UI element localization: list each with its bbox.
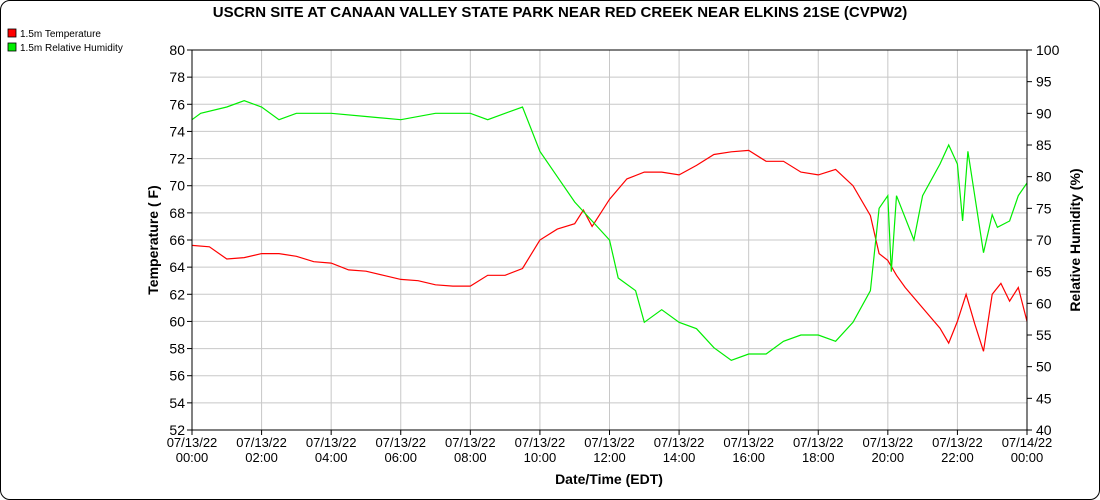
x-tick-date: 07/13/22 (723, 435, 774, 450)
x-tick-date: 07/13/22 (932, 435, 983, 450)
legend-swatch-temperature (7, 28, 17, 38)
y2-axis-label: Relative Humidity (%) (1067, 168, 1083, 311)
temperature-line (191, 149, 1028, 352)
y2-tick-label: 65 (1036, 264, 1052, 280)
x-tick-time: 00:00 (176, 450, 209, 465)
x-tick-time: 14:00 (663, 450, 696, 465)
y-tick-label: 66 (169, 232, 185, 248)
legend-label-humidity: 1.5m Relative Humidity (20, 43, 123, 54)
y-tick-label: 52 (169, 422, 185, 438)
y-tick-label: 70 (169, 178, 185, 194)
y-tick-label: 62 (169, 286, 185, 302)
x-tick-date: 07/13/22 (863, 435, 914, 450)
x-tick-date: 07/13/22 (167, 435, 218, 450)
chart-title: USCRN SITE AT CANAAN VALLEY STATE PARK N… (213, 4, 908, 21)
y-tick-label: 78 (169, 69, 185, 85)
y2-tick-label: 55 (1036, 327, 1052, 343)
x-tick-date: 07/13/22 (584, 435, 635, 450)
x-tick-time: 18:00 (802, 450, 835, 465)
y2-tick-label: 40 (1036, 422, 1052, 438)
y-tick-label: 56 (169, 368, 185, 384)
x-tick-time: 20:00 (872, 450, 905, 465)
humidity-line (191, 100, 1028, 361)
y2-tick-label: 45 (1036, 390, 1052, 406)
y2-tick-label: 50 (1036, 359, 1052, 375)
x-tick-time: 04:00 (315, 450, 348, 465)
y2-tick-label: 90 (1036, 105, 1052, 121)
y-tick-label: 72 (169, 151, 185, 167)
x-tick-time: 12:00 (593, 450, 626, 465)
x-axis-label: Date/Time (EDT) (555, 471, 663, 487)
x-tick-time: 10:00 (524, 450, 557, 465)
x-tick-time: 08:00 (454, 450, 487, 465)
y2-tick-label: 60 (1036, 295, 1052, 311)
x-tick-date: 07/13/22 (515, 435, 566, 450)
x-tick-date: 07/13/22 (793, 435, 844, 450)
y2-tick-label: 85 (1036, 137, 1052, 153)
x-tick-date: 07/14/22 (1002, 435, 1053, 450)
y2-tick-label: 75 (1036, 200, 1052, 216)
y-tick-label: 80 (169, 42, 185, 58)
y-tick-label: 58 (169, 341, 185, 357)
y-tick-label: 64 (169, 259, 185, 275)
x-tick-date: 07/13/22 (375, 435, 426, 450)
series-lines (191, 100, 1028, 361)
x-tick-date: 07/13/22 (306, 435, 357, 450)
y-tick-label: 54 (169, 395, 185, 411)
x-tick-time: 22:00 (941, 450, 974, 465)
y-tick-label: 68 (169, 205, 185, 221)
y-axis-label: Temperature ( F) (145, 185, 161, 294)
x-tick-time: 02:00 (245, 450, 278, 465)
legend-swatch-humidity (7, 42, 17, 52)
y2-tick-label: 95 (1036, 74, 1052, 90)
y-tick-label: 60 (169, 313, 185, 329)
plot-area-border (191, 49, 1028, 431)
y-tick-label: 74 (169, 123, 185, 139)
y2-tick-label: 70 (1036, 232, 1052, 248)
x-tick-time: 16:00 (732, 450, 765, 465)
y2-tick-label: 80 (1036, 169, 1052, 185)
y-tick-label: 76 (169, 96, 185, 112)
legend-label-temperature: 1.5m Temperature (20, 29, 101, 40)
axes: 52 54 56 58 60 62 64 66 68 70 72 74 76 78 80 40 45 50 55 60… (167, 42, 1060, 465)
x-tick-date: 07/13/22 (445, 435, 496, 450)
x-tick-time: 06:00 (384, 450, 417, 465)
legend: 1.5m Temperature 1.5m Relative Humidity (7, 28, 123, 54)
x-tick-date: 07/13/22 (654, 435, 705, 450)
x-tick-date: 07/13/22 (236, 435, 287, 450)
y2-tick-label: 100 (1036, 42, 1060, 58)
x-tick-time: 00:00 (1011, 450, 1044, 465)
